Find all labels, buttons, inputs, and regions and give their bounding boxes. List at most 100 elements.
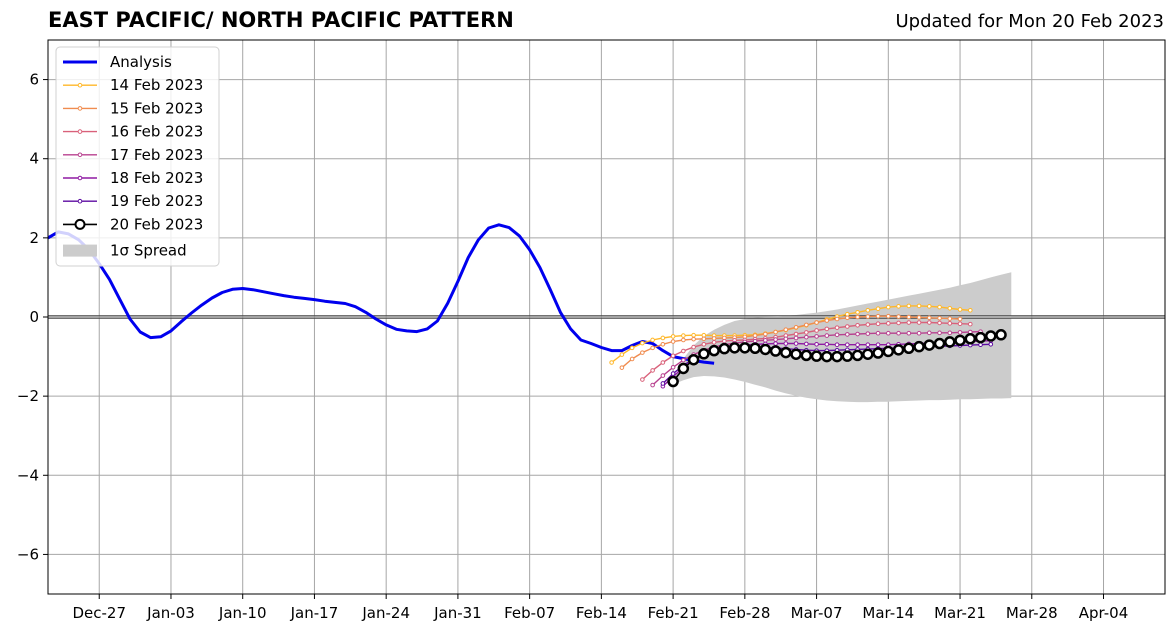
legend-swatch-spread: [63, 244, 97, 257]
forecast-point: [834, 316, 840, 322]
y-tick-label: 2: [29, 229, 39, 247]
forecast-point: [814, 342, 819, 347]
y-tick-label: −2: [17, 387, 39, 405]
forecast-point: [783, 336, 789, 342]
x-tick-label: Feb-07: [504, 604, 555, 622]
forecast-point: [749, 342, 761, 355]
forecast-point: [783, 341, 789, 346]
forecast-point: [677, 362, 690, 375]
forecast-point: [814, 328, 819, 333]
forecast-point: [875, 313, 881, 319]
legend-label: 18 Feb 2023: [110, 169, 203, 187]
forecast-point: [739, 342, 751, 354]
forecast-point: [773, 337, 778, 342]
forecast-point: [793, 331, 799, 337]
forecast-point: [851, 349, 864, 362]
forecast-point: [875, 306, 881, 311]
forecast-point: [927, 320, 932, 325]
forecast-point: [824, 333, 830, 338]
forecast-point: [882, 345, 895, 358]
forecast-point: [906, 303, 912, 309]
forecast-point: [927, 315, 932, 321]
forecast-point: [947, 305, 953, 311]
forecast-point: [865, 314, 871, 319]
forecast-point: [687, 353, 700, 366]
forecast-point: [650, 368, 655, 373]
forecast-point: [896, 330, 901, 336]
y-tick-label: 4: [29, 150, 39, 168]
forecast-point: [892, 344, 905, 356]
forecast-point: [845, 315, 850, 321]
forecast-point: [855, 323, 860, 328]
forecast-point: [862, 348, 874, 360]
forecast-point: [660, 360, 666, 365]
forecast-point: [875, 342, 881, 348]
forecast-point: [804, 334, 809, 340]
forecast-point: [681, 357, 686, 363]
forecast-point: [752, 333, 758, 338]
forecast-point: [834, 325, 840, 330]
x-tick-label: Jan-31: [433, 604, 482, 622]
forecast-point: [681, 333, 686, 338]
forecast-point: [793, 335, 799, 341]
forecast-point: [954, 334, 966, 347]
forecast-point: [916, 320, 922, 325]
legend-label: 1σ Spread: [110, 242, 187, 260]
forecast-point: [681, 348, 686, 354]
legend-label: 20 Feb 2023: [110, 215, 203, 233]
legend-marker: [77, 152, 83, 158]
forecast-point: [698, 348, 710, 360]
legend-marker: [77, 106, 83, 111]
forecast-point: [875, 330, 881, 336]
forecast-point: [804, 322, 809, 328]
forecast-point: [711, 340, 717, 345]
forecast-point: [670, 371, 676, 376]
x-tick-label: Feb-21: [648, 604, 699, 622]
forecast-point: [845, 332, 850, 337]
legend-label: 17 Feb 2023: [110, 146, 203, 164]
x-tick-label: Feb-14: [576, 604, 627, 622]
forecast-point: [681, 337, 686, 343]
forecast-point: [967, 307, 973, 313]
forecast-point: [780, 346, 792, 359]
forecast-point: [650, 382, 655, 388]
forecast-point: [773, 329, 778, 335]
forecast-point: [701, 342, 707, 347]
forecast-point: [957, 330, 963, 335]
forecast-point: [763, 331, 768, 337]
forecast-point: [937, 304, 942, 310]
x-tick-label: Jan-03: [146, 604, 195, 622]
forecast-point: [927, 330, 932, 336]
forecast-point: [923, 339, 936, 351]
forecast-point: [964, 333, 977, 345]
x-tick-label: Apr-04: [1079, 604, 1129, 622]
y-tick-label: 6: [29, 71, 39, 89]
forecast-point: [640, 350, 645, 355]
forecast-point: [913, 340, 925, 353]
legend-label: Analysis: [110, 53, 172, 71]
forecast-point: [701, 332, 707, 338]
forecast-point: [903, 342, 915, 355]
forecast-point: [759, 343, 772, 356]
updated-date: Updated for Mon 20 Feb 2023: [895, 11, 1164, 32]
legend-marker: [77, 129, 83, 134]
forecast-point: [763, 338, 768, 343]
forecast-point: [660, 373, 666, 378]
y-tick-label: −6: [17, 545, 39, 563]
x-tick-label: Mar-28: [1006, 604, 1058, 622]
forecast-point: [691, 344, 696, 350]
forecast-point: [619, 365, 625, 370]
legend-label: 16 Feb 2023: [110, 123, 203, 141]
forecast-point: [937, 330, 942, 336]
forecast-point: [865, 342, 871, 348]
forecast-point: [886, 313, 891, 319]
x-tick-label: Mar-14: [862, 604, 914, 622]
legend-marker: [77, 175, 83, 181]
forecast-point: [728, 342, 741, 354]
analysis-line: [48, 223, 715, 365]
forecast-point: [660, 342, 666, 347]
legend-box: [55, 46, 220, 267]
legend-marker: [77, 82, 83, 88]
forecast-point: [906, 330, 912, 336]
forecast-point: [845, 324, 850, 329]
